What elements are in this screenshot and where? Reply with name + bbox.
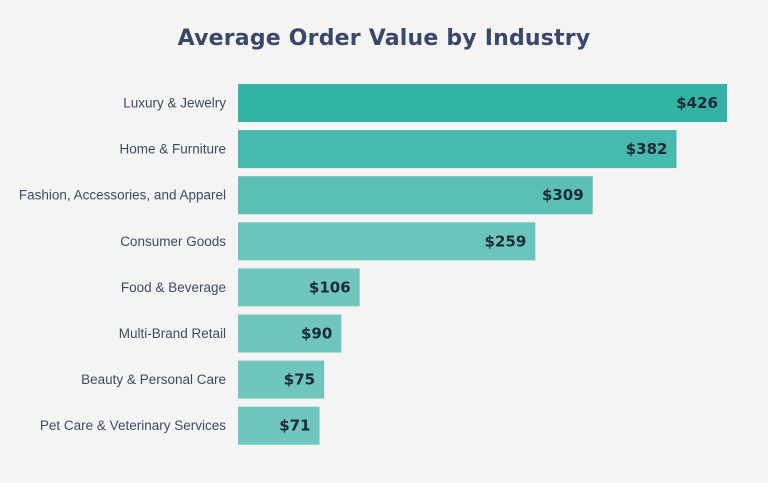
value-label: $75 — [284, 371, 315, 389]
category-label: Pet Care & Veterinary Services — [40, 418, 226, 433]
bar-7 — [238, 406, 320, 445]
category-label: Home & Furniture — [119, 142, 226, 157]
bar-3 — [238, 222, 536, 261]
value-label: $71 — [279, 417, 310, 435]
value-label: $426 — [676, 94, 718, 112]
value-label: $382 — [626, 140, 668, 158]
category-label: Luxury & Jewelry — [123, 96, 226, 111]
bar-4 — [238, 268, 360, 307]
category-label: Beauty & Personal Care — [81, 372, 226, 387]
chart-title: Average Order Value by Industry — [177, 26, 591, 51]
value-label: $90 — [301, 325, 332, 343]
bar-2 — [238, 176, 593, 215]
value-label: $309 — [542, 186, 584, 204]
category-label: Multi-Brand Retail — [119, 326, 226, 341]
category-label: Consumer Goods — [120, 234, 226, 249]
bar-1 — [238, 130, 677, 169]
value-label: $259 — [485, 232, 527, 250]
category-label: Fashion, Accessories, and Apparel — [19, 188, 226, 203]
value-labels-group: $426 $382 $309 $259 $106 $90 $75 $71 — [279, 94, 718, 435]
bars-group — [238, 84, 727, 445]
bar-5 — [238, 314, 342, 353]
value-label: $106 — [309, 278, 351, 296]
bar-0 — [238, 84, 727, 122]
bar-6 — [238, 360, 325, 399]
category-label: Food & Beverage — [121, 280, 226, 295]
category-labels-group: Luxury & Jewelry Home & Furniture Fashion,… — [19, 96, 226, 434]
